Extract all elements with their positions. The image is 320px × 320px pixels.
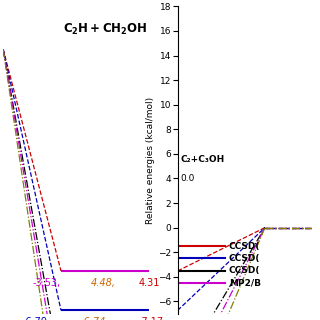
Text: CCSD(: CCSD( — [229, 266, 260, 275]
Text: CCSD(: CCSD( — [229, 242, 260, 251]
Y-axis label: Relative energies (kcal/mol): Relative energies (kcal/mol) — [146, 96, 155, 224]
Text: -7.17: -7.17 — [139, 317, 164, 320]
Text: C₂+C₃OH: C₂+C₃OH — [180, 156, 225, 164]
Text: 4.48,: 4.48, — [90, 278, 116, 288]
Text: $\mathbf{C_2H+CH_2OH}$: $\mathbf{C_2H+CH_2OH}$ — [63, 22, 147, 37]
Text: -3.53,: -3.53, — [33, 278, 61, 288]
Text: 0.0: 0.0 — [180, 174, 195, 183]
Text: 4.31: 4.31 — [139, 278, 160, 288]
Text: CCSD(: CCSD( — [229, 254, 260, 263]
Text: -6.74,: -6.74, — [81, 317, 109, 320]
Text: -6.79,: -6.79, — [23, 317, 51, 320]
Text: MP2/B: MP2/B — [229, 278, 261, 287]
